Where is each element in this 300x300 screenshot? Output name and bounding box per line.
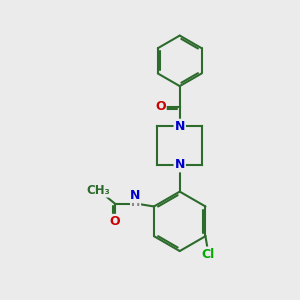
Text: Cl: Cl xyxy=(202,248,215,260)
Text: CH₃: CH₃ xyxy=(86,184,110,196)
Text: N: N xyxy=(130,189,140,202)
Text: H: H xyxy=(131,199,140,208)
Text: O: O xyxy=(155,100,166,113)
Text: N: N xyxy=(175,158,185,171)
Text: N: N xyxy=(175,120,185,133)
Text: O: O xyxy=(110,215,120,228)
